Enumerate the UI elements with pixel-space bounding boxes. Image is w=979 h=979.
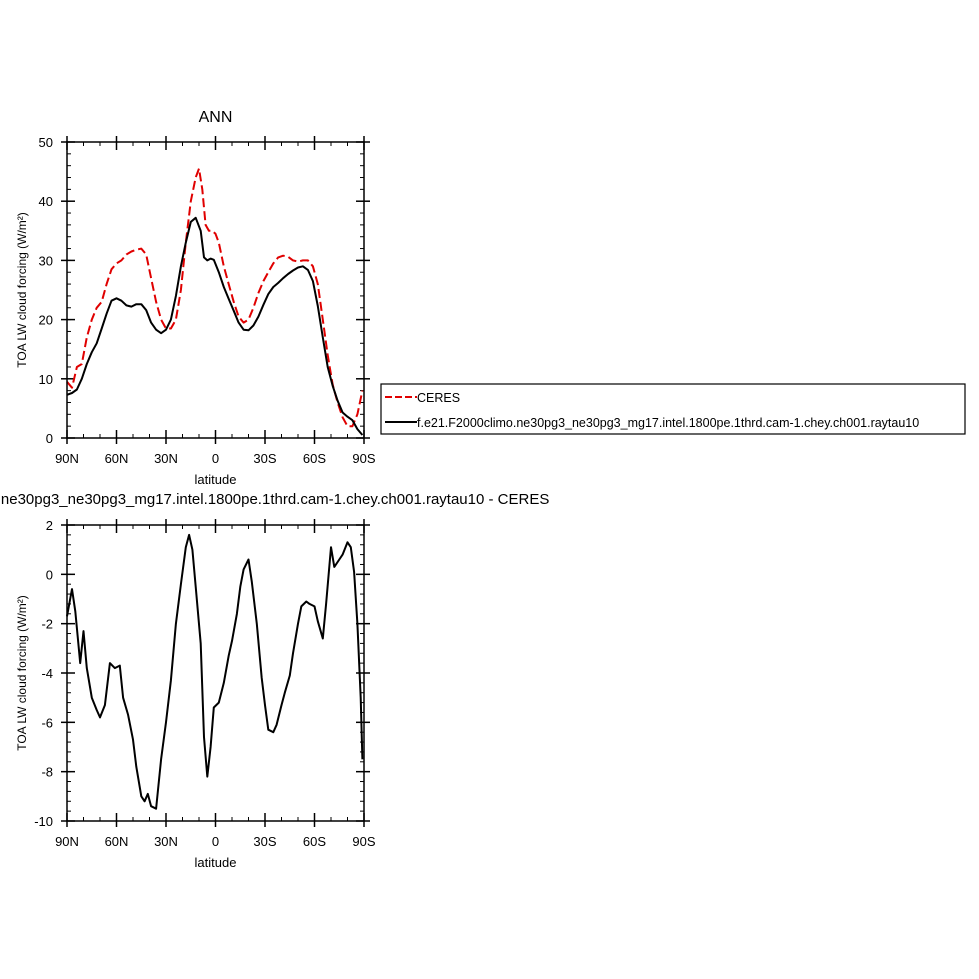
x-tick-label: 30S [253,451,276,466]
y-tick-label: -4 [41,666,53,681]
x-tick-label: 30S [253,834,276,849]
x-tick-label: 0 [212,451,219,466]
bottom-chart-difference: f.e21.F2000climo.ne30pg3_ne30pg3_mg17.in… [0,491,549,870]
y-tick-label: -2 [41,617,53,632]
legend-label-0: CERES [417,391,460,405]
series-line-0 [66,533,364,810]
x-axis-label: latitude [195,855,237,870]
x-tick-label: 0 [212,834,219,849]
plot-frame [66,524,365,822]
y-tick-label: 20 [39,313,53,328]
x-axis-label: latitude [195,472,237,487]
y-axis-label: TOA LW cloud forcing (W/m²) [15,595,29,751]
y-tick-label: -8 [41,765,53,780]
legend-label-1: f.e21.F2000climo.ne30pg3_ne30pg3_mg17.in… [417,416,919,430]
x-tick-label: 90N [55,834,79,849]
x-tick-label: 30N [154,451,178,466]
x-tick-label: 90N [55,451,79,466]
x-tick-label: 90S [352,834,375,849]
series-line-1 [66,216,364,436]
x-tick-label: 60S [303,834,326,849]
chart-title: ANN [199,109,233,126]
top-chart-cloud-forcing: ANN 90N 60N 30N 0 30S 60S 90S 0 10 20 30 40 50 latitud… [15,109,966,487]
series-line-0 [66,167,364,428]
y-tick-label: 40 [39,194,53,209]
y-tick-label: 50 [39,135,53,150]
y-tick-label: 2 [46,518,53,533]
y-tick-label: 30 [39,253,53,268]
y-tick-label: -10 [34,814,53,829]
x-tick-label: 60S [303,451,326,466]
y-tick-label: -6 [41,715,53,730]
plot-frame [66,141,365,439]
chart-title: f.e21.F2000climo.ne30pg3_ne30pg3_mg17.in… [0,491,549,508]
y-tick-label: 0 [46,567,53,582]
legend-box [380,383,966,435]
y-axis-label: TOA LW cloud forcing (W/m²) [15,212,29,368]
y-tick-label: 0 [46,431,53,446]
y-tick-label: 10 [39,372,53,387]
x-tick-label: 90S [352,451,375,466]
x-tick-label: 30N [154,834,178,849]
x-tick-label: 60N [105,834,129,849]
legend: CERES f.e21.F2000climo.ne30pg3_ne30pg3_mg… [380,383,966,435]
x-tick-label: 60N [105,451,129,466]
